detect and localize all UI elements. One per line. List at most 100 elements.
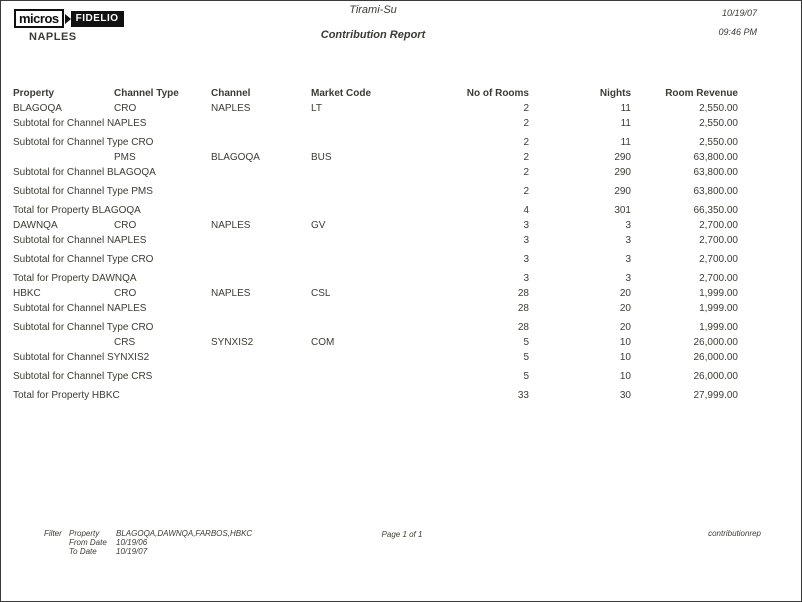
market-code-cell: CSL [311, 288, 331, 299]
row-label-cell: Subtotal for Channel Type CRS [13, 371, 153, 382]
table-row: Subtotal for Channel NAPLES 28 20 1,999.00 [13, 301, 738, 316]
nights-cell: 20 [619, 288, 631, 299]
revenue-cell: 1,999.00 [699, 322, 738, 333]
column-header-revenue: Room Revenue [665, 88, 738, 99]
table-row: BLAGOQA CRO NAPLES LT 2 11 2,550.00 [13, 101, 738, 116]
nights-cell: 3 [625, 273, 631, 284]
revenue-cell: 2,700.00 [699, 273, 738, 284]
row-label-cell: Subtotal for Channel NAPLES [13, 303, 147, 314]
table-row: Subtotal for Channel NAPLES 3 3 2,700.00 [13, 233, 738, 248]
logo-arrow-icon [64, 13, 71, 24]
revenue-cell: 2,550.00 [699, 137, 738, 148]
nights-cell: 20 [619, 303, 631, 314]
contribution-table: Property Channel Type Channel Market Cod… [13, 87, 738, 403]
nights-cell: 290 [614, 186, 631, 197]
revenue-cell: 27,999.00 [693, 390, 739, 401]
report-time: 09:46 PM [718, 27, 757, 37]
row-label-cell: Subtotal for Channel SYNXIS2 [13, 352, 150, 363]
rooms-cell: 28 [517, 288, 529, 299]
revenue-cell: 1,999.00 [699, 288, 738, 299]
market-code-cell: GV [311, 220, 326, 231]
property-cell: BLAGOQA [13, 103, 62, 114]
channel-cell: BLAGOQA [211, 152, 260, 163]
column-header-channel-type: Channel Type [114, 88, 179, 99]
filter-row-to-date: To Date 10/19/07 [69, 547, 252, 556]
rooms-cell: 5 [523, 337, 529, 348]
column-header-nights: Nights [599, 88, 631, 99]
row-label-cell: Subtotal for Channel Type CRO [13, 137, 154, 148]
table-row: Total for Property DAWNQA 3 3 2,700.00 [13, 267, 738, 286]
rooms-cell: 33 [517, 390, 529, 401]
table-row: Subtotal for Channel Type CRO 3 3 2,700.00 [13, 248, 738, 267]
rooms-cell: 3 [523, 220, 529, 231]
rooms-cell: 4 [523, 205, 529, 216]
rooms-cell: 2 [523, 167, 529, 178]
table-row: Subtotal for Channel NAPLES 2 11 2,550.00 [13, 116, 738, 131]
rooms-cell: 3 [523, 254, 529, 265]
filter-name: To Date [69, 547, 97, 556]
channel-cell: SYNXIS2 [211, 337, 254, 348]
revenue-cell: 66,350.00 [693, 205, 739, 216]
report-table-body: BLAGOQA CRO NAPLES LT 2 11 2,550.00 Subtotal fo… [13, 101, 738, 403]
table-row: CRS SYNXIS2 COM 5 10 26,000.00 [13, 335, 738, 350]
rooms-cell: 2 [523, 103, 529, 114]
property-cell [13, 150, 114, 165]
nights-cell: 11 [620, 103, 631, 114]
rooms-cell: 3 [523, 273, 529, 284]
filter-value: BLAGOQA,DAWNQA,FARBOS,HBKC [116, 529, 253, 538]
revenue-cell: 2,700.00 [699, 220, 738, 231]
row-label-cell: Subtotal for Channel NAPLES [13, 235, 147, 246]
column-header-channel: Channel [211, 88, 251, 99]
property-cell: DAWNQA [13, 220, 58, 231]
revenue-cell: 2,550.00 [699, 118, 738, 129]
table-row: Subtotal for Channel BLAGOQA 2 290 63,800.0… [13, 165, 738, 180]
filter-list: Property BLAGOQA,DAWNQA,FARBOS,HBKC From… [69, 529, 252, 556]
channel-cell: NAPLES [211, 288, 251, 299]
micros-fidelio-logo: micros FIDELIO [14, 8, 124, 29]
nights-cell: 11 [620, 118, 631, 129]
nights-cell: 30 [619, 390, 631, 401]
table-row: Total for Property HBKC 33 30 27,999.00 [13, 384, 738, 403]
nights-cell: 3 [625, 235, 631, 246]
filter-value: 10/19/06 [116, 538, 148, 547]
channel-type-cell: CRS [114, 337, 136, 348]
revenue-cell: 26,000.00 [693, 371, 739, 382]
table-row: PMS BLAGOQA BUS 2 290 63,800.00 [13, 150, 738, 165]
nights-cell: 11 [620, 137, 631, 148]
system-title: Tirami-Su [349, 4, 397, 16]
nights-cell: 10 [619, 352, 631, 363]
nights-cell: 3 [625, 254, 631, 265]
revenue-cell: 1,999.00 [699, 303, 738, 314]
row-label-cell: Subtotal for Channel Type PMS [13, 186, 153, 197]
filter-label: Filter [44, 529, 62, 538]
rooms-cell: 2 [523, 152, 529, 163]
table-row: HBKC CRO NAPLES CSL 28 20 1,999.00 [13, 286, 738, 301]
revenue-cell: 2,700.00 [699, 235, 738, 246]
nights-cell: 10 [619, 371, 631, 382]
channel-type-cell: CRO [114, 103, 137, 114]
table-row: Subtotal for Channel Type CRS 5 10 26,000.0… [13, 365, 738, 384]
market-code-cell: COM [311, 337, 335, 348]
nights-cell: 20 [619, 322, 631, 333]
row-label-cell: Subtotal for Channel Type CRO [13, 254, 154, 265]
property-name: NAPLES [29, 31, 77, 43]
channel-type-cell: CRO [114, 220, 137, 231]
revenue-cell: 63,800.00 [693, 167, 739, 178]
revenue-cell: 26,000.00 [693, 352, 739, 363]
report-id: contributionrep [708, 529, 761, 538]
row-label-cell: Total for Property BLAGOQA [13, 205, 141, 216]
nights-cell: 290 [614, 152, 631, 163]
table-row: Subtotal for Channel Type PMS 2 290 63,800.… [13, 180, 738, 199]
nights-cell: 290 [614, 167, 631, 178]
row-label-cell: Total for Property DAWNQA [13, 273, 137, 284]
revenue-cell: 2,700.00 [699, 254, 738, 265]
rooms-cell: 2 [523, 118, 529, 129]
revenue-cell: 63,800.00 [693, 186, 739, 197]
page-number: Page 1 of 1 [381, 530, 423, 539]
rooms-cell: 3 [523, 235, 529, 246]
revenue-cell: 2,550.00 [699, 103, 738, 114]
column-header-rooms: No of Rooms [466, 88, 529, 99]
filter-row-from-date: From Date 10/19/06 [69, 538, 252, 547]
market-code-cell: LT [311, 103, 322, 114]
